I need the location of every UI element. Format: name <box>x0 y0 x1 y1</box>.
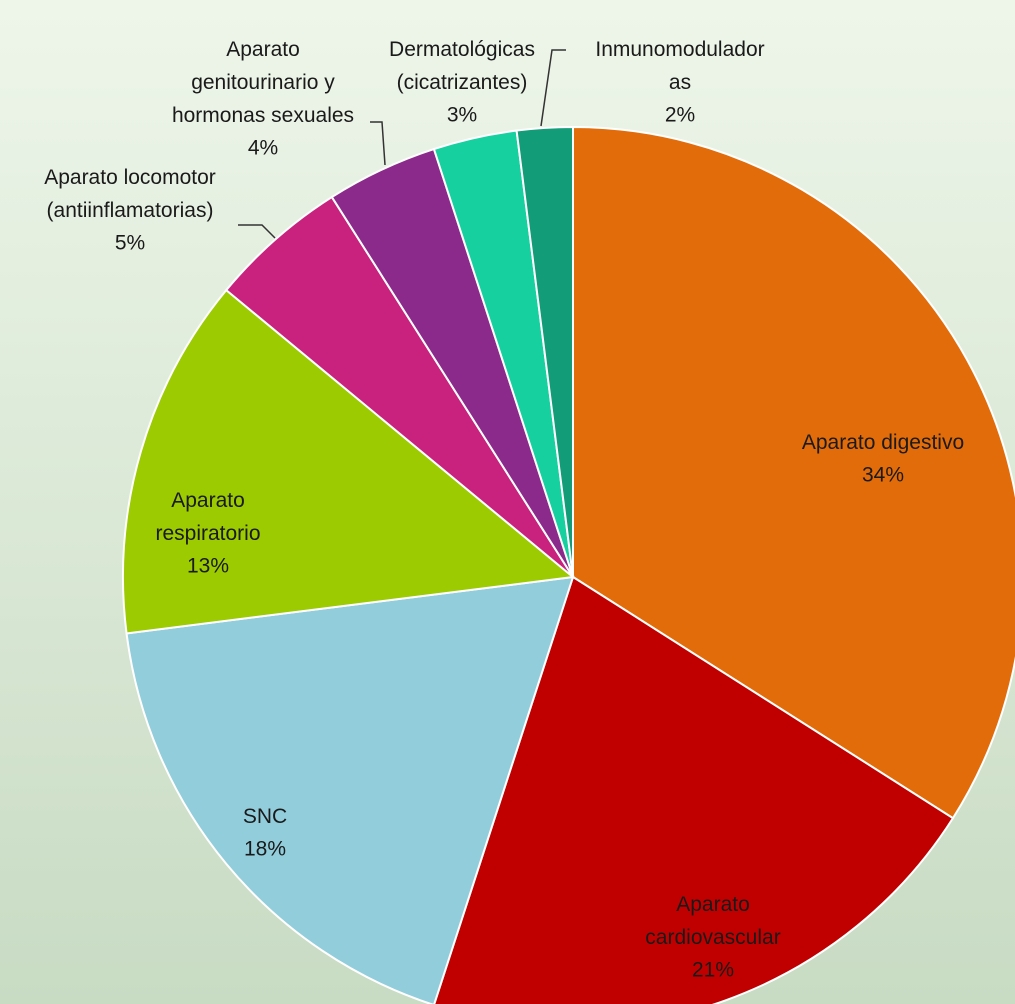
pie-slice <box>572 125 1015 820</box>
slice-value-label: 4% <box>248 137 278 160</box>
slice-label: Aparato locomotor (antiinflamatorias) <box>44 166 216 222</box>
slice-value-label: 34% <box>862 464 904 487</box>
slice-value-label: 18% <box>244 838 286 861</box>
leader-line <box>238 224 276 239</box>
leader-line <box>370 121 386 166</box>
slice-label: Aparato genitourinario y hormonas sexuales <box>172 38 354 127</box>
slice-label: Dermatológicas (cicatrizantes) <box>389 38 535 94</box>
pie-slice <box>125 575 575 1004</box>
slice-label: Inmunomodulador as <box>595 38 764 94</box>
slice-label: Aparato cardiovascular <box>645 893 780 949</box>
leader-line <box>540 49 566 127</box>
pie-slice <box>122 288 576 635</box>
pie-slice <box>515 125 574 578</box>
slice-value-label: 2% <box>665 104 695 127</box>
slice-value-label: 5% <box>115 232 145 255</box>
slice-value-label: 21% <box>692 959 734 982</box>
slice-label: Aparato respiratorio <box>155 489 260 545</box>
slice-value-label: 3% <box>447 104 477 127</box>
slice-value-label: 13% <box>187 555 229 578</box>
pie-slice <box>433 575 955 1004</box>
slice-label: SNC <box>243 805 287 828</box>
slice-label: Aparato digestivo <box>802 431 964 454</box>
